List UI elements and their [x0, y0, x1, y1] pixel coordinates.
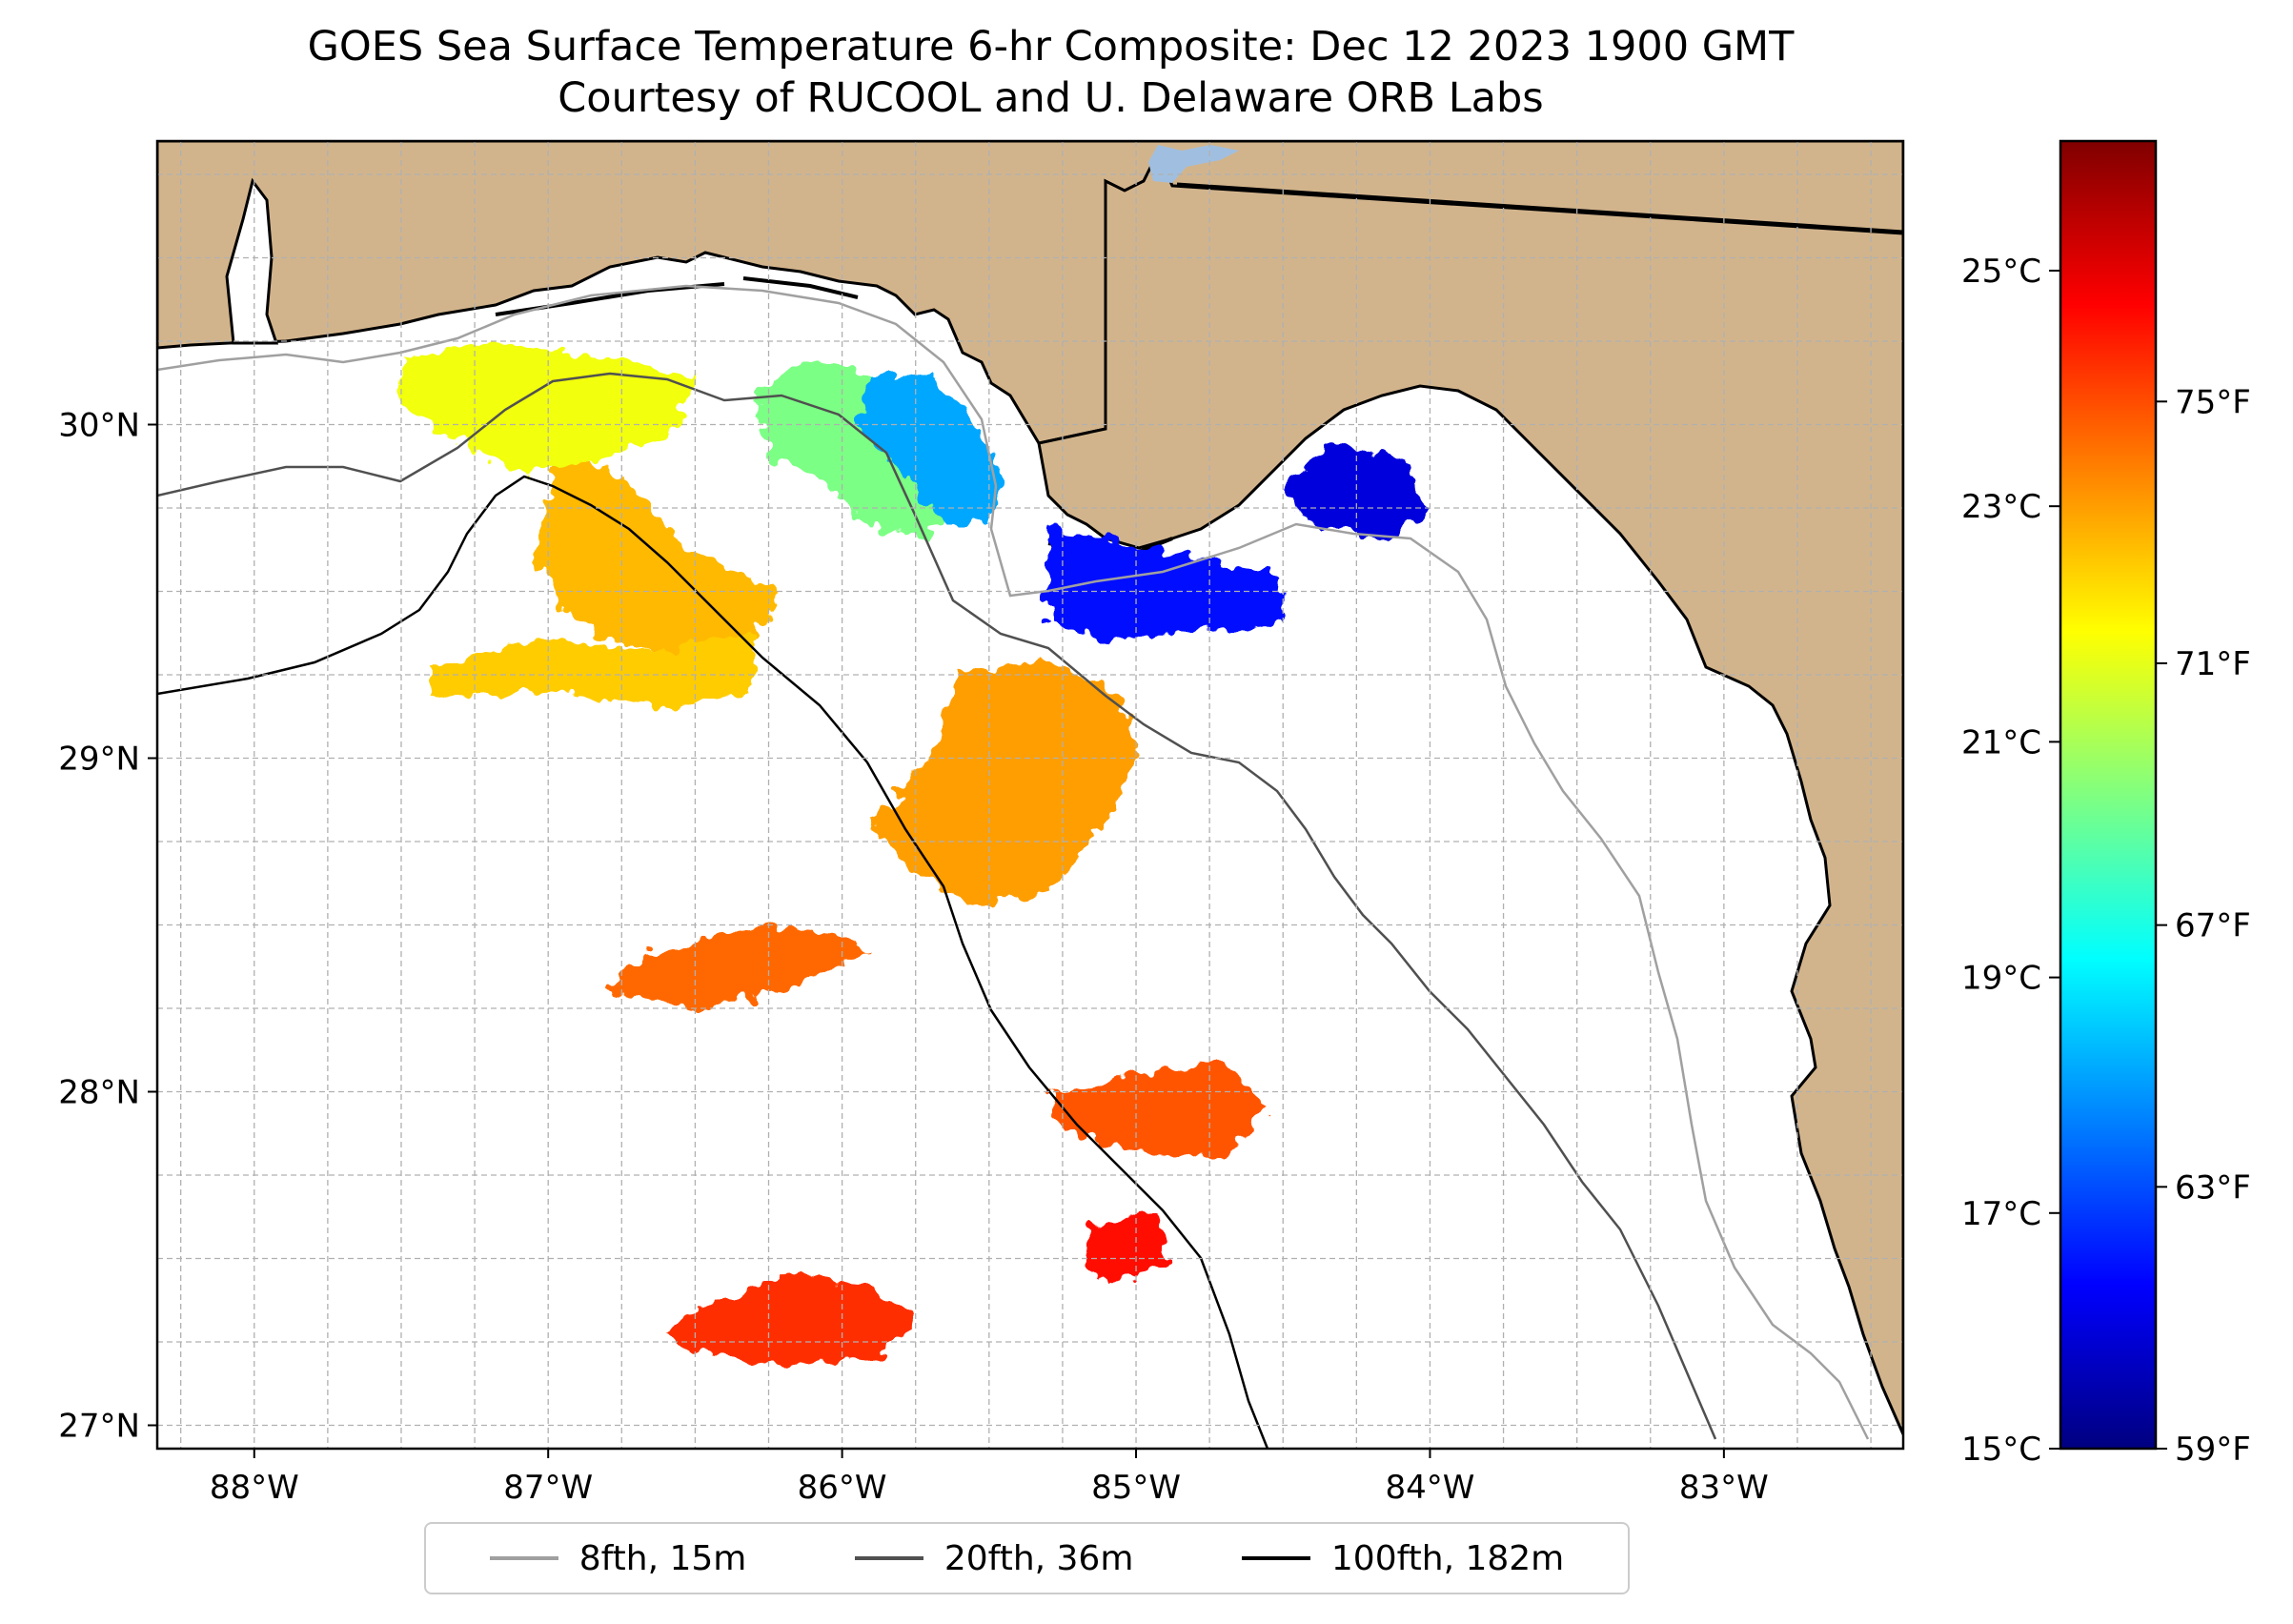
- small-south-patch: [1083, 1215, 1166, 1286]
- lon-tick-label: 86°W: [798, 1469, 887, 1507]
- lake: [1148, 145, 1239, 183]
- contour-8fth: [157, 284, 1870, 1440]
- offshore-mid-patch: [871, 658, 1136, 908]
- land-east: [1037, 149, 1903, 1435]
- map-area: [157, 141, 1903, 1449]
- colorbar-ticks: 15°C 17°C 19°C 21°C 23°C 25°C 59°F 63°F 67°F 71°F…: [1961, 253, 2251, 1469]
- legend-item-100fth: 100fth, 182m: [1241, 1538, 1565, 1578]
- title-line-2: Courtesy of RUCOOL and U. Delaware ORB L…: [558, 74, 1544, 122]
- contour-legend: 8fth, 15m 20fth, 36m 100fth, 182m: [424, 1522, 1630, 1594]
- lon-tick-label: 84°W: [1386, 1469, 1475, 1507]
- celsius-tick-label: 21°C: [1961, 723, 2041, 761]
- map-title: GOES Sea Surface Temperature 6-hr Compos…: [0, 21, 2101, 124]
- map-frame: [155, 139, 1905, 1451]
- lon-tick-label: 85°W: [1091, 1469, 1181, 1507]
- contour-20fth: [157, 372, 1717, 1440]
- axis-ticks: 88°W 87°W 86°W 85°W 84°W 83°W 27°N 28°N 29°N 30°N: [58, 407, 1769, 1508]
- lat-tick-label: 28°N: [58, 1074, 140, 1112]
- fahrenheit-tick-label: 71°F: [2175, 645, 2251, 683]
- barrier-islands: [495, 276, 1354, 560]
- colorbar: [2059, 139, 2158, 1451]
- grid-layer: [157, 141, 1903, 1449]
- fahrenheit-tick-label: 75°F: [2175, 383, 2251, 421]
- st-andrew-patch: [857, 375, 1004, 525]
- celsius-tick-label: 19°C: [1961, 960, 2041, 998]
- lon-tick-label: 87°W: [503, 1469, 593, 1507]
- celsius-tick-label: 17°C: [1961, 1195, 2041, 1233]
- fahrenheit-tick-label: 63°F: [2175, 1168, 2251, 1207]
- celsius-tick-label: 15°C: [1961, 1431, 2041, 1469]
- fahrenheit-tick-label: 67°F: [2175, 907, 2251, 945]
- legend-label-100fth: 100fth, 182m: [1330, 1538, 1565, 1578]
- mobile-bay: [225, 177, 279, 345]
- celsius-tick-label: 25°C: [1961, 253, 2041, 291]
- legend-line-20fth: [854, 1556, 923, 1560]
- legend-item-20fth: 20fth, 36m: [854, 1538, 1134, 1578]
- lon-tick-label: 83°W: [1679, 1469, 1769, 1507]
- title-line-1: GOES Sea Surface Temperature 6-hr Compos…: [307, 23, 1795, 71]
- offshore-south-patch: [606, 924, 872, 1008]
- contour-100fth: [157, 475, 1269, 1449]
- apalachee-patch: [1283, 441, 1431, 541]
- west-bay-patch: [533, 441, 783, 659]
- lat-tick-label: 27°N: [58, 1408, 140, 1446]
- lat-tick-label: 30°N: [58, 407, 140, 445]
- legend-item-8fth: 8fth, 15m: [489, 1538, 747, 1578]
- fahrenheit-tick-label: 59°F: [2175, 1431, 2251, 1469]
- deep-patch: [1047, 1058, 1268, 1159]
- lat-tick-label: 29°N: [58, 741, 140, 779]
- cape-san-blas-patch: [1047, 524, 1284, 641]
- lon-tick-label: 88°W: [210, 1469, 299, 1507]
- celsius-tick-label: 23°C: [1961, 488, 2041, 526]
- legend-line-100fth: [1241, 1556, 1310, 1560]
- legend-label-8fth: 8fth, 15m: [578, 1538, 747, 1578]
- legend-label-20fth: 20fth, 36m: [944, 1538, 1134, 1578]
- legend-line-8fth: [489, 1556, 558, 1560]
- southwest-patch: [665, 1275, 916, 1366]
- state-border: [1176, 182, 1903, 233]
- south-plume-patch: [430, 631, 755, 708]
